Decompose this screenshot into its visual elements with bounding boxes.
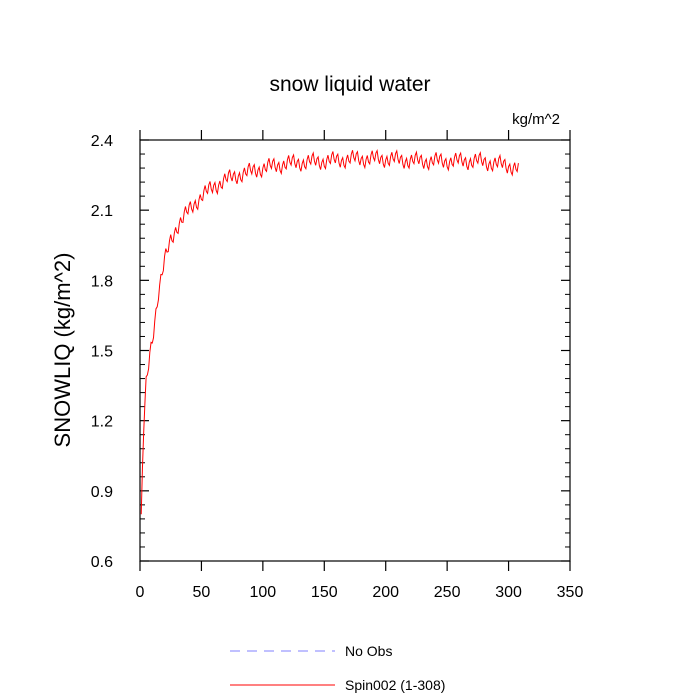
y-axis-ticks: 0.6 0.9 1.2 1.5 1.8 2.1 2.4 xyxy=(91,133,570,571)
x-tick-label: 0 xyxy=(136,584,145,601)
y-tick-label: 2.1 xyxy=(91,203,113,220)
series-layer xyxy=(140,149,519,515)
y-tick-label: 1.5 xyxy=(91,344,113,361)
y-tick-label: 0.6 xyxy=(91,554,113,571)
units-label: kg/m^2 xyxy=(512,111,560,128)
plot-frame xyxy=(139,139,571,562)
x-tick-label: 50 xyxy=(193,584,211,601)
x-tick-label: 150 xyxy=(311,584,338,601)
x-tick-label: 350 xyxy=(557,584,584,601)
legend: No Obs Spin002 (1-308) xyxy=(230,643,445,693)
legend-no-obs-label: No Obs xyxy=(345,643,392,659)
plot-border xyxy=(139,139,571,562)
y-tick-label: 1.8 xyxy=(91,273,113,290)
legend-spin002-label: Spin002 (1-308) xyxy=(345,677,445,693)
x-tick-label: 250 xyxy=(434,584,461,601)
y-axis-label: SNOWLIQ (kg/m^2) xyxy=(50,253,75,448)
chart-title: snow liquid water xyxy=(269,73,430,96)
x-tick-label: 300 xyxy=(495,584,522,601)
x-axis-ticks: 0 50 100 150 200 250 300 350 xyxy=(136,130,584,601)
series-line-spin002 xyxy=(140,149,519,515)
x-tick-label: 200 xyxy=(372,584,399,601)
y-tick-label: 2.4 xyxy=(91,133,113,150)
y-tick-label: 1.2 xyxy=(91,414,113,431)
y-tick-label: 0.9 xyxy=(91,484,113,501)
x-tick-label: 100 xyxy=(250,584,277,601)
